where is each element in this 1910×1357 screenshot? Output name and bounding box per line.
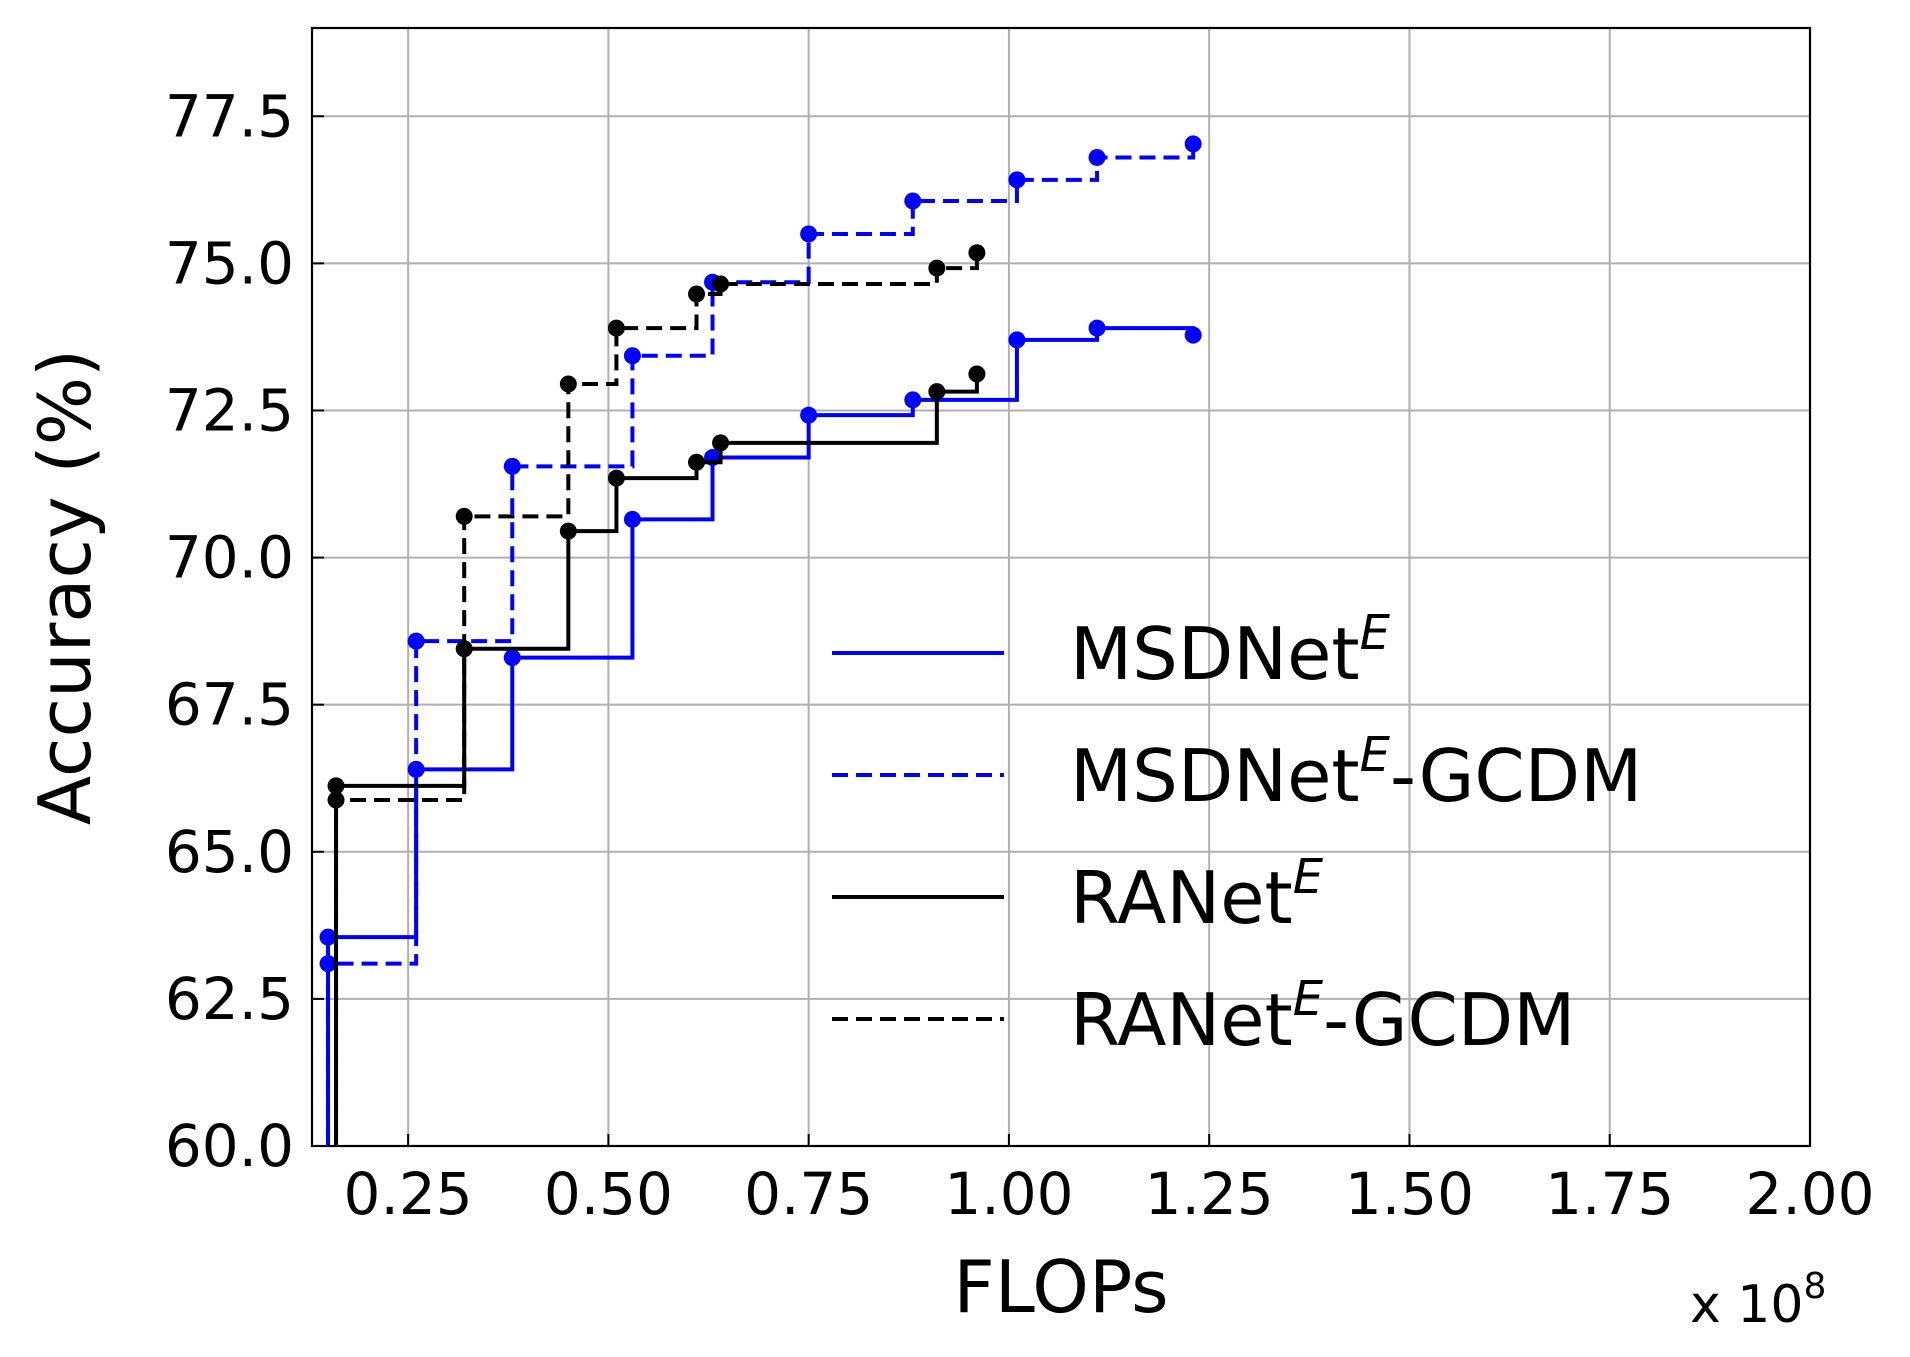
legend-label-3: RANetE-GCDM: [1070, 971, 1575, 1062]
data-point: [559, 522, 577, 540]
y-tick-label: 62.5: [165, 965, 294, 1033]
plot-frame: [310, 26, 1812, 1148]
x-tick-label: 1.50: [1345, 1160, 1474, 1228]
data-point: [623, 347, 641, 365]
x-tick-label: 1.75: [1545, 1160, 1674, 1228]
x-axis-label: FLOPs: [953, 1245, 1168, 1329]
data-point: [712, 275, 730, 293]
data-point: [904, 192, 922, 210]
data-point: [559, 375, 577, 393]
data-point: [1008, 331, 1026, 349]
data-point: [623, 510, 641, 528]
data-point: [800, 225, 818, 243]
data-point: [1008, 171, 1026, 189]
x-tick-label: 1.25: [1145, 1160, 1274, 1228]
data-point: [712, 434, 730, 452]
data-point: [800, 406, 818, 424]
data-point: [688, 285, 706, 303]
series-line: [326, 326, 1196, 1146]
y-tick-label: 60.0: [165, 1112, 294, 1180]
data-point: [327, 777, 345, 795]
y-tick-label: 65.0: [165, 818, 294, 886]
data-point: [1088, 319, 1106, 337]
data-point: [904, 391, 922, 409]
x-tick-label: 0.75: [744, 1160, 873, 1228]
legend-label-2: RANetE: [1070, 849, 1324, 940]
series-line: [334, 252, 979, 1146]
y-tick-label: 72.5: [165, 376, 294, 444]
data-point: [607, 319, 625, 337]
series-line: [334, 373, 979, 1146]
data-point: [928, 383, 946, 401]
data-point: [968, 365, 986, 383]
legend-label-0: MSDNetE: [1070, 605, 1391, 696]
grid-layer: [312, 28, 1811, 1147]
tick-layer: 0.25 0.50 0.75 1.00 1.25 1.50 1.75 2.00 60.0 62.5…: [165, 82, 1875, 1228]
x-multiplier-label: x 108: [1690, 1266, 1826, 1335]
data-point: [688, 453, 706, 471]
y-tick-label: 77.5: [165, 82, 294, 150]
data-point: [1184, 326, 1202, 344]
series-2: [327, 365, 986, 1146]
legend: MSDNetE MSDNetE-GCDM RANetE RANetE-GCDM: [832, 605, 1642, 1062]
data-point: [928, 259, 946, 277]
data-point: [968, 244, 986, 262]
data-point: [1184, 135, 1202, 153]
x-tick-label: 0.25: [344, 1160, 473, 1228]
data-point: [503, 457, 521, 475]
data-point: [319, 955, 337, 973]
legend-label-1: MSDNetE-GCDM: [1070, 727, 1642, 818]
y-tick-label: 75.0: [165, 229, 294, 297]
y-tick-label: 70.0: [165, 524, 294, 592]
data-point: [1088, 148, 1106, 166]
data-point: [503, 649, 521, 667]
data-point: [407, 632, 425, 650]
x-tick-label: 1.00: [944, 1160, 1073, 1228]
series-0: [319, 319, 1202, 1146]
data-point: [319, 928, 337, 946]
x-tick-label: 0.50: [544, 1160, 673, 1228]
x-tick-label: 2.00: [1745, 1160, 1874, 1228]
data-point: [455, 507, 473, 525]
y-axis-label: Accuracy (%): [23, 349, 107, 825]
data-point: [327, 791, 345, 809]
series-3: [327, 244, 986, 1146]
series-layer: [319, 135, 1202, 1146]
y-tick-label: 67.5: [165, 671, 294, 739]
data-point: [607, 469, 625, 487]
